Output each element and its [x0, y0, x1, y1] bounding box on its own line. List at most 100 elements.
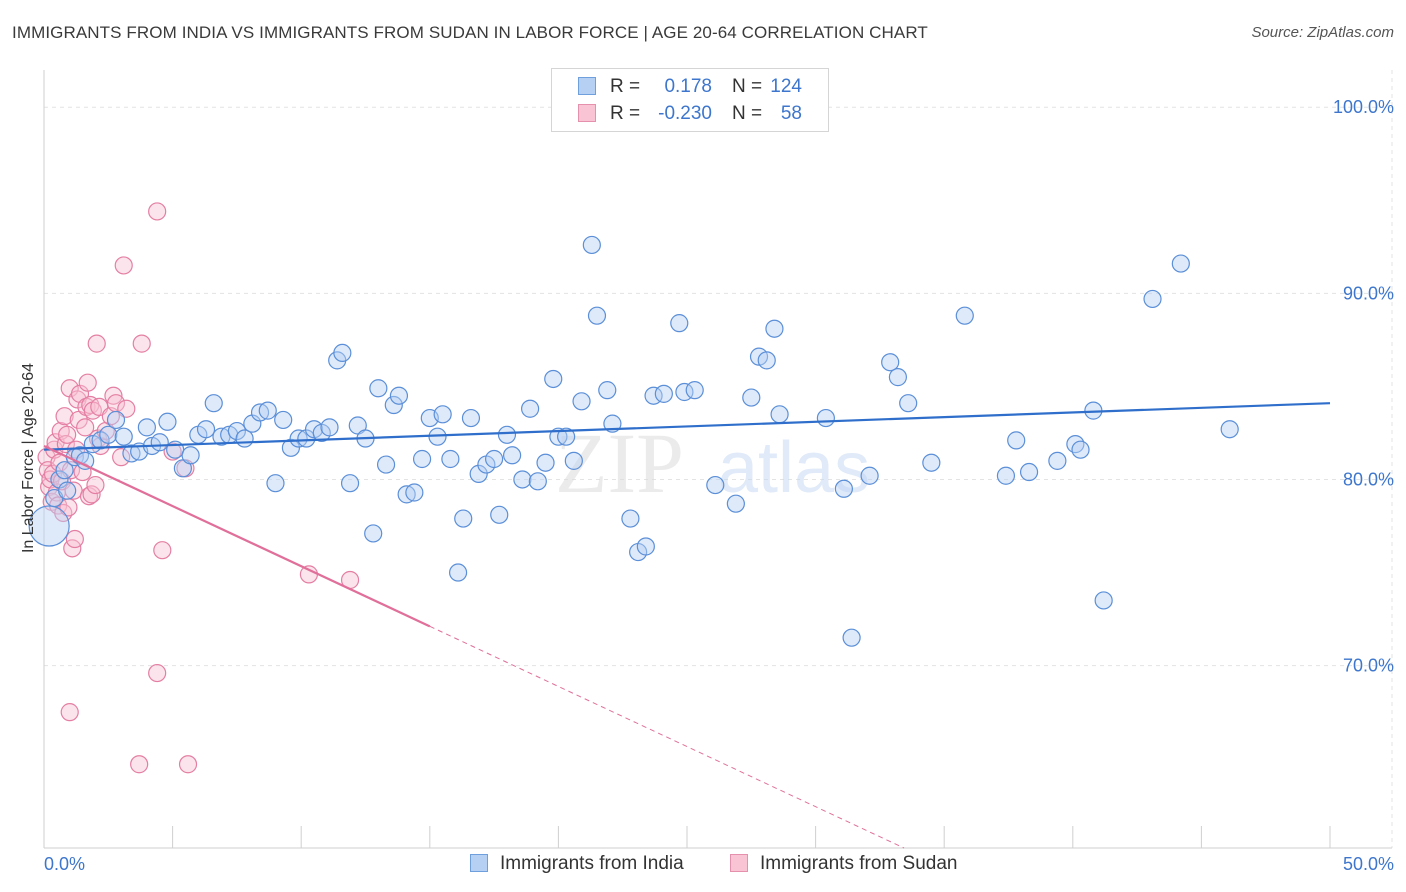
- india-point: [654, 384, 673, 403]
- sudan-point: [60, 703, 79, 722]
- india-point: [58, 481, 77, 500]
- india-point: [536, 453, 555, 472]
- india-point: [114, 427, 133, 446]
- sudan-trend-extension: [429, 625, 905, 849]
- india-point: [441, 449, 460, 469]
- india-point: [333, 343, 352, 363]
- india-point: [384, 395, 403, 415]
- india-point: [521, 399, 540, 418]
- sudan-point: [153, 541, 172, 560]
- india-point: [1007, 431, 1026, 450]
- legend-sudan-r: -0.230: [658, 103, 712, 124]
- india-point: [1094, 591, 1113, 610]
- sudan-point: [163, 442, 182, 461]
- india-point: [598, 381, 617, 400]
- y-tick-label: 80.0%: [1343, 469, 1394, 489]
- tick-label-layer: 70.0% 80.0% 90.0% 100.0% 0.0% 50.0%: [44, 97, 1394, 874]
- india-point: [1066, 435, 1085, 454]
- bottom-legend-india: Immigrants from India: [470, 853, 684, 875]
- india-point: [106, 410, 126, 430]
- sudan-point: [299, 565, 319, 584]
- india-point: [899, 394, 918, 413]
- india-point: [670, 314, 689, 333]
- sudan-point: [65, 529, 84, 549]
- india-point: [1220, 420, 1239, 439]
- sudan-swatch: [578, 104, 596, 122]
- sudan-legend-swatch: [730, 854, 748, 872]
- sudan-point: [55, 407, 74, 426]
- india-point: [369, 379, 388, 398]
- chart-title: IMMIGRANTS FROM INDIA VS IMMIGRANTS FROM…: [12, 23, 928, 42]
- india-point: [685, 381, 704, 400]
- india-point: [320, 418, 339, 437]
- sudan-point: [86, 475, 105, 495]
- sudan-point: [58, 425, 77, 444]
- india-point: [1143, 289, 1162, 309]
- india-point: [513, 470, 532, 489]
- india-point: [922, 453, 941, 472]
- india-trend-line: [43, 402, 1331, 451]
- india-point: [816, 408, 835, 428]
- india-point: [274, 410, 293, 430]
- sudan-point: [78, 373, 97, 392]
- india-point: [137, 418, 156, 437]
- legend-row-sudan: R = -0.230 N = 58: [552, 100, 828, 128]
- legend-sudan-n: 58: [780, 103, 802, 124]
- india-point: [204, 394, 223, 413]
- chart-source: Source: ZipAtlas.com: [1251, 24, 1394, 41]
- india-point: [549, 427, 568, 446]
- india-point: [469, 464, 488, 483]
- india-point: [564, 451, 583, 470]
- india-point: [1048, 451, 1067, 470]
- sudan-point: [104, 386, 123, 405]
- india-point: [433, 405, 452, 424]
- india-point: [99, 425, 118, 444]
- india-point: [364, 524, 383, 543]
- india-legend-label: Immigrants from India: [500, 853, 684, 874]
- india-point: [340, 474, 360, 493]
- india-point: [955, 306, 974, 325]
- india-point: [28, 505, 70, 547]
- sudan-point: [178, 755, 198, 774]
- y-tick-label: 100.0%: [1333, 97, 1394, 117]
- india-point: [281, 438, 301, 457]
- india-point: [258, 401, 277, 420]
- india-point: [726, 494, 745, 513]
- india-point: [503, 446, 522, 465]
- india-point: [1171, 254, 1190, 273]
- india-points: [28, 235, 1239, 647]
- legend-india-r: 0.178: [664, 76, 712, 97]
- india-point: [706, 475, 725, 495]
- india-point: [266, 474, 285, 493]
- india-point: [196, 420, 216, 439]
- india-point: [544, 369, 563, 389]
- india-point: [448, 563, 468, 582]
- india-point: [412, 449, 432, 469]
- india-point: [158, 412, 177, 431]
- legend-r-label: R =: [610, 76, 641, 97]
- watermark: ZIP atlas: [555, 415, 870, 511]
- india-point: [842, 628, 861, 647]
- india-point: [461, 408, 481, 428]
- india-point: [742, 388, 761, 407]
- india-point: [528, 472, 547, 491]
- india-point: [572, 392, 591, 411]
- sudan-point: [112, 448, 131, 467]
- india-point: [497, 425, 517, 444]
- legend-row-india: R = 0.178 N = 124: [552, 73, 828, 101]
- sudan-point: [148, 663, 167, 683]
- india-point: [881, 353, 900, 372]
- sudan-point: [114, 256, 133, 275]
- axis-layer: [43, 70, 1392, 849]
- trend-layer: [43, 402, 1331, 849]
- india-point: [996, 466, 1016, 485]
- india-point: [636, 537, 655, 556]
- grid-layer: [44, 70, 1393, 848]
- sudan-point: [76, 418, 95, 437]
- india-point: [289, 429, 308, 448]
- legend-n-label: N =: [732, 103, 763, 124]
- watermark-atlas: atlas: [718, 428, 870, 508]
- india-point: [1019, 462, 1039, 482]
- sudan-legend-label: Immigrants from Sudan: [760, 853, 958, 874]
